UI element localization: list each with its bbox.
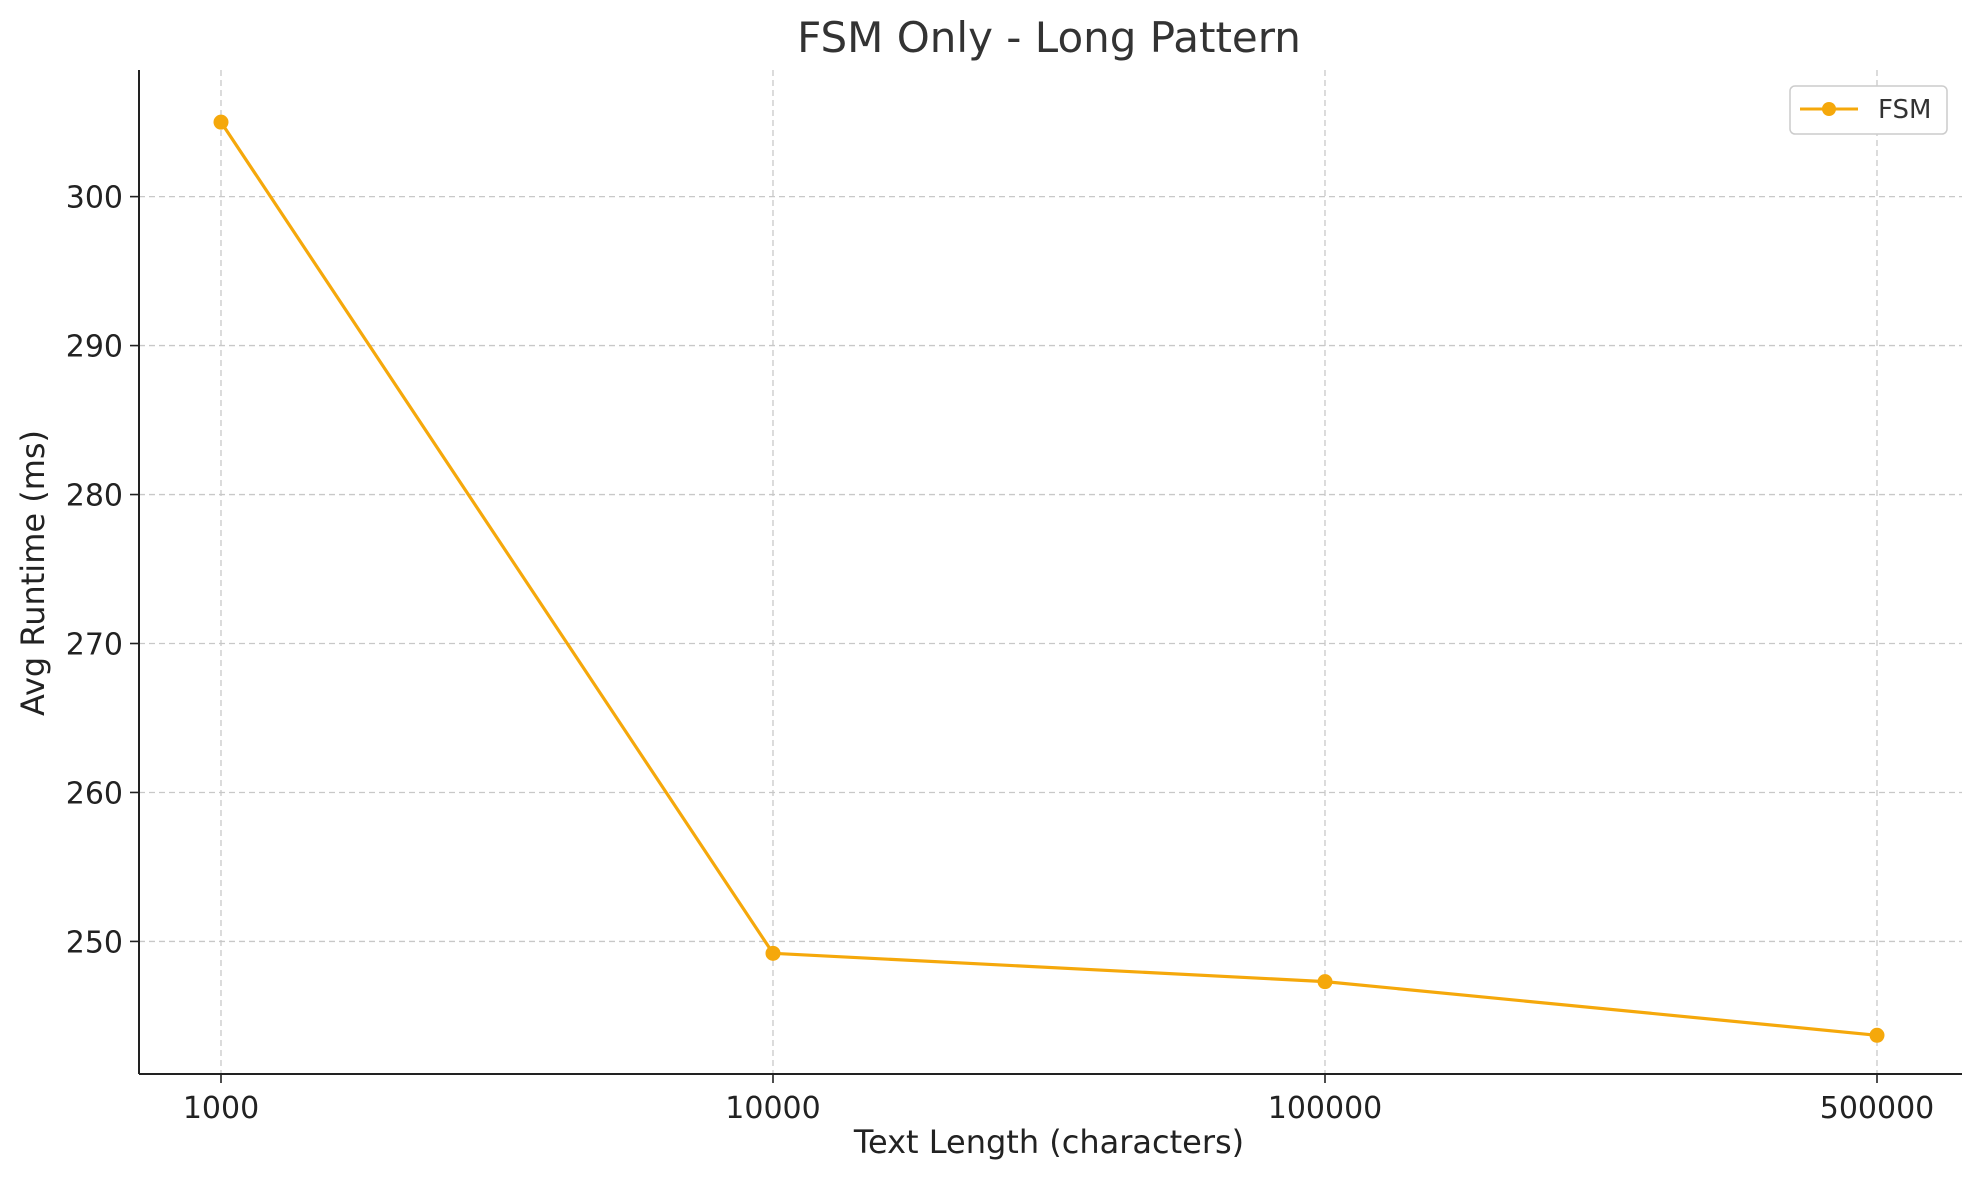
x-tick-label-10000: 10000 (725, 1091, 820, 1126)
y-tick-label-300: 300 (66, 181, 123, 216)
y-tick-label-290: 290 (66, 330, 123, 365)
grid (139, 70, 1962, 1074)
y-tick-label-250: 250 (66, 925, 123, 960)
series-line-fsm (219, 121, 1878, 1037)
tick-labels: 250 260 270 280 290 300 1000 10000 100000 500000 (66, 181, 1935, 1126)
data-point-fsm-100000 (1317, 974, 1333, 990)
series-layer (213, 114, 1885, 1043)
y-tick-label-280: 280 (66, 479, 123, 514)
chart-title: FSM Only - Long Pattern (797, 13, 1301, 62)
axes (130, 70, 1962, 1083)
legend: FSM (1789, 85, 1948, 135)
legend-marker-swatch (1822, 102, 1836, 116)
y-tick-label-270: 270 (66, 628, 123, 663)
legend-label: FSM (1878, 95, 1931, 125)
data-point-fsm-10000 (765, 945, 781, 961)
data-point-fsm-1000 (213, 114, 229, 130)
y-axis-title: Avg Runtime (ms) (14, 430, 52, 716)
x-axis-title: Text Length (characters) (853, 1123, 1244, 1161)
x-tick-label-100000: 100000 (1268, 1091, 1383, 1126)
legend-frame (1789, 85, 1948, 135)
y-tick-label-260: 260 (66, 776, 123, 811)
data-point-fsm-500000 (1869, 1027, 1885, 1043)
x-tick-label-500000: 500000 (1820, 1091, 1935, 1126)
x-tick-label-1000: 1000 (183, 1091, 259, 1126)
